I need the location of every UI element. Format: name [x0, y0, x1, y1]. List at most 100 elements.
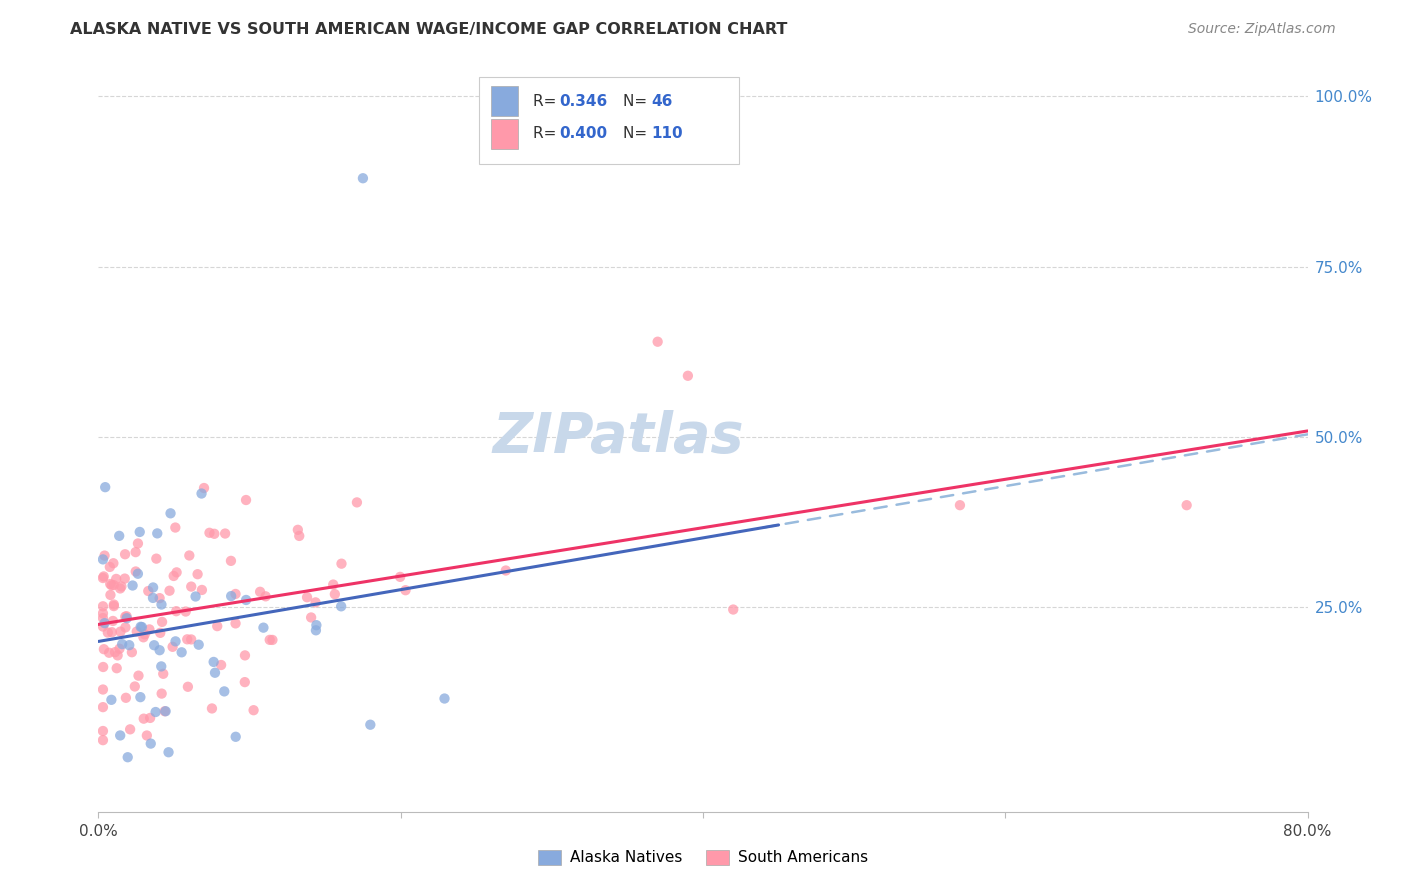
- Point: [103, 598, 125, 612]
- Point: [91, 611, 114, 625]
- Point: [98, 577, 121, 591]
- Point: [180, 632, 202, 647]
- Point: [295, 591, 318, 605]
- Point: [115, 609, 138, 624]
- Point: [100, 693, 122, 707]
- Point: [153, 704, 176, 718]
- Point: [150, 687, 173, 701]
- Point: [91, 733, 114, 747]
- Point: [134, 627, 156, 641]
- Point: [142, 591, 165, 605]
- Point: [145, 551, 167, 566]
- Point: [949, 498, 972, 512]
- Point: [176, 632, 198, 647]
- Point: [495, 564, 517, 578]
- Point: [214, 684, 236, 698]
- Point: [201, 701, 224, 715]
- Point: [187, 638, 209, 652]
- Point: [115, 690, 138, 705]
- Text: 0.400: 0.400: [560, 126, 607, 141]
- Point: [125, 565, 148, 579]
- Point: [149, 591, 172, 606]
- Point: [179, 549, 201, 563]
- Point: [93, 549, 115, 563]
- Point: [91, 682, 114, 697]
- Point: [108, 529, 131, 543]
- Point: [235, 593, 257, 607]
- Point: [346, 495, 368, 509]
- Point: [143, 638, 166, 652]
- Point: [94, 480, 117, 494]
- Point: [105, 661, 128, 675]
- Point: [100, 588, 122, 602]
- Point: [91, 552, 114, 566]
- Point: [394, 583, 416, 598]
- Point: [117, 750, 139, 764]
- Point: [676, 368, 699, 383]
- Point: [305, 618, 328, 632]
- Point: [138, 623, 160, 637]
- Point: [114, 609, 136, 624]
- Point: [155, 704, 177, 718]
- Point: [91, 660, 114, 674]
- Point: [209, 658, 232, 673]
- Point: [128, 668, 150, 682]
- Point: [91, 607, 114, 621]
- Point: [91, 619, 114, 633]
- Point: [91, 571, 114, 585]
- Point: [287, 523, 309, 537]
- Point: [129, 690, 152, 705]
- Point: [110, 624, 132, 639]
- Point: [93, 616, 115, 631]
- Point: [165, 604, 187, 618]
- Text: 110: 110: [651, 126, 683, 141]
- Point: [108, 582, 131, 596]
- Point: [177, 680, 200, 694]
- Point: [323, 587, 346, 601]
- Point: [127, 536, 149, 550]
- Point: [149, 643, 172, 657]
- Point: [139, 737, 162, 751]
- Point: [127, 566, 149, 581]
- Text: 0.346: 0.346: [560, 94, 607, 109]
- Point: [187, 567, 209, 582]
- Text: 46: 46: [651, 94, 672, 109]
- Text: R=: R=: [533, 126, 561, 141]
- Point: [110, 579, 132, 593]
- Point: [128, 524, 150, 539]
- Point: [219, 589, 242, 603]
- Point: [163, 569, 186, 583]
- Point: [152, 666, 174, 681]
- Point: [202, 526, 225, 541]
- FancyBboxPatch shape: [479, 78, 740, 163]
- Point: [98, 560, 121, 574]
- Point: [225, 587, 247, 601]
- Text: ZIPatlas: ZIPatlas: [492, 410, 744, 464]
- Point: [198, 525, 221, 540]
- Point: [91, 700, 114, 714]
- Point: [98, 646, 121, 660]
- Point: [322, 577, 344, 591]
- Point: [103, 556, 125, 570]
- Point: [647, 334, 669, 349]
- Bar: [492, 119, 517, 149]
- Point: [170, 645, 193, 659]
- Point: [146, 526, 169, 541]
- Point: [202, 655, 225, 669]
- Point: [723, 602, 745, 616]
- Point: [233, 675, 256, 690]
- Point: [142, 581, 165, 595]
- Point: [114, 620, 136, 634]
- Point: [107, 648, 129, 663]
- Point: [103, 578, 125, 592]
- Point: [193, 481, 215, 495]
- Point: [100, 578, 122, 592]
- Point: [233, 648, 256, 663]
- Point: [114, 547, 136, 561]
- Point: [157, 745, 180, 759]
- Point: [162, 640, 184, 654]
- Text: N=: N=: [623, 94, 652, 109]
- Point: [184, 590, 207, 604]
- Point: [150, 659, 173, 673]
- Point: [104, 645, 127, 659]
